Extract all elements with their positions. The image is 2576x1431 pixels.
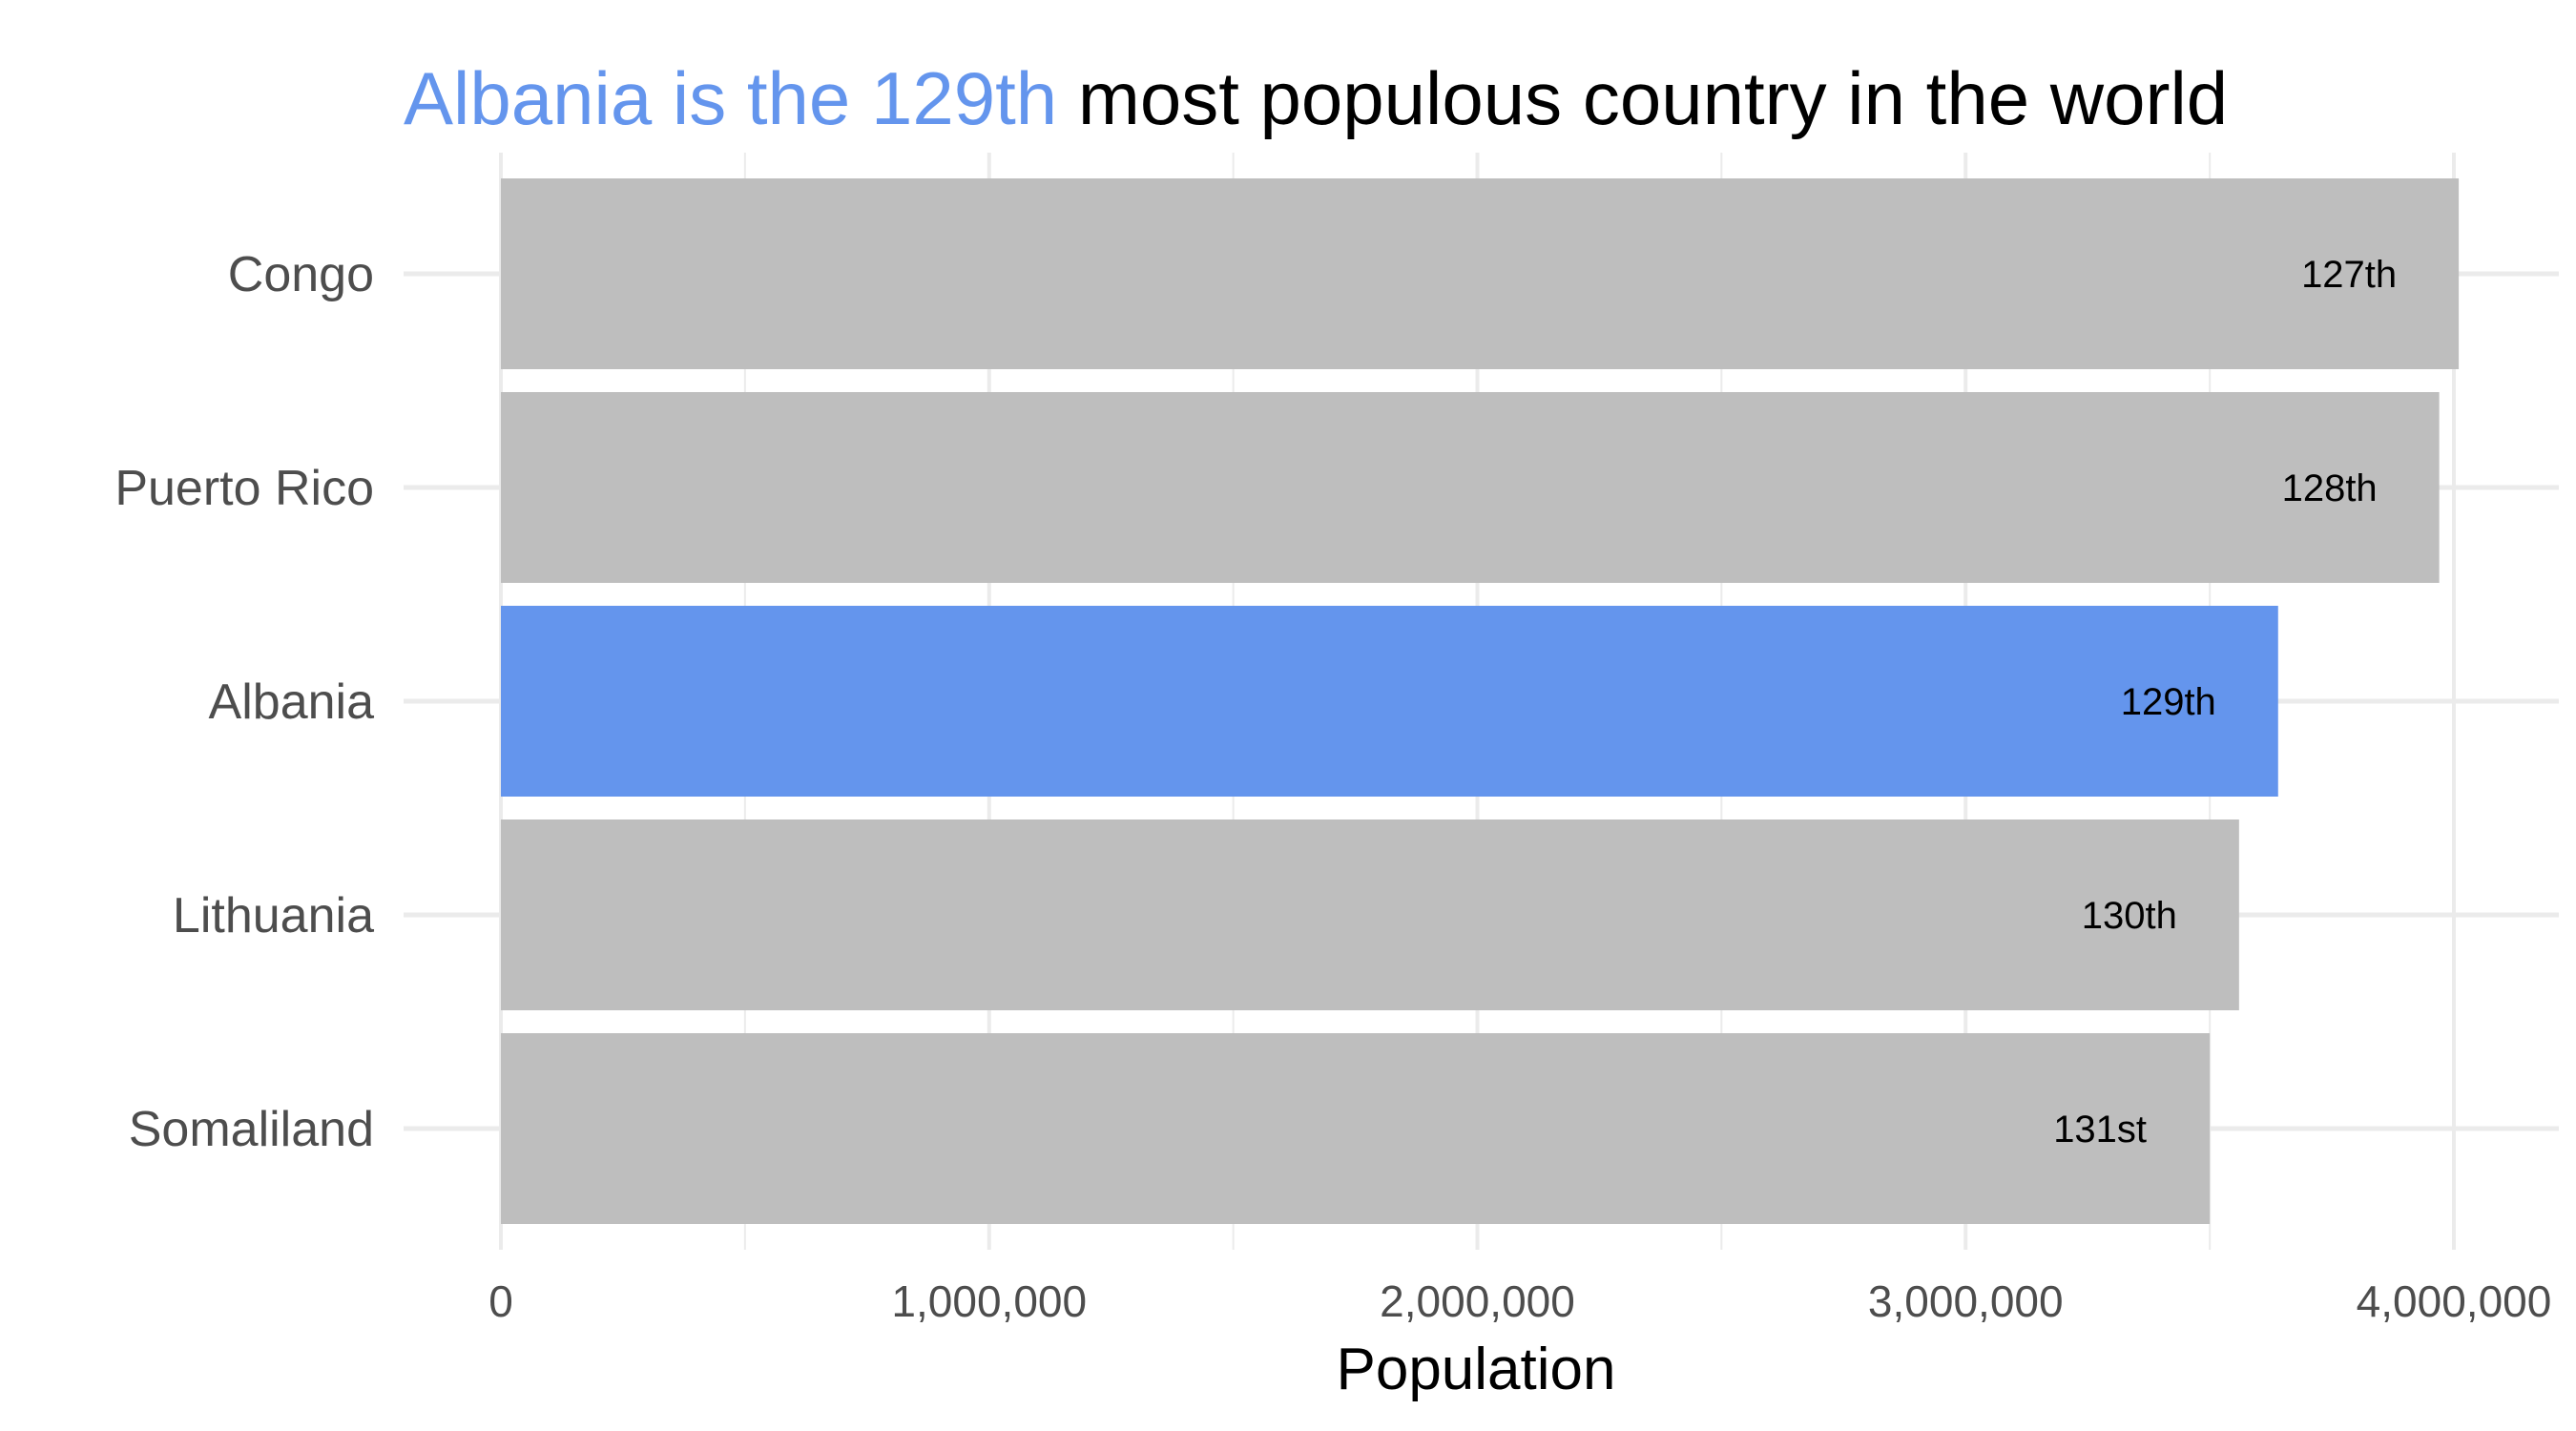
y-axis-label: Lithuania — [173, 888, 374, 944]
data-label: 131st — [2053, 1109, 2147, 1151]
chart-title-highlight: Albania is the 129th — [404, 56, 1057, 140]
bar-congo — [501, 178, 2460, 369]
x-tick-label: 2,000,000 — [1380, 1276, 1575, 1326]
data-label: 130th — [2082, 895, 2177, 937]
data-labels: 127th 128th 129th 130th 131st — [2053, 254, 2397, 1151]
y-axis-label: Somaliland — [129, 1102, 374, 1157]
y-axis-labels: Congo Puerto Rico Albania Lithuania Somalila… — [114, 247, 374, 1157]
x-tick-label: 0 — [488, 1276, 513, 1326]
bar-lithuania — [501, 819, 2239, 1010]
x-tick-label: 4,000,000 — [2357, 1276, 2552, 1326]
chart-title: Albania is the 129th most populous count… — [404, 56, 2228, 140]
bar-puerto-rico — [501, 392, 2440, 583]
x-tick-label: 3,000,000 — [1868, 1276, 2064, 1326]
y-axis-label: Albania — [209, 674, 375, 730]
data-label: 129th — [2121, 681, 2216, 723]
data-label: 128th — [2282, 467, 2378, 509]
data-label: 127th — [2301, 254, 2397, 296]
bar-somaliland — [501, 1033, 2211, 1224]
x-axis-title: Population — [1336, 1337, 1615, 1402]
y-axis-label: Congo — [228, 247, 374, 302]
bar-albania — [501, 606, 2278, 797]
x-tick-label: 1,000,000 — [891, 1276, 1087, 1326]
bars — [501, 178, 2460, 1224]
chart-title-rest: most populous country in the world — [1057, 56, 2228, 140]
x-axis-ticks: 0 1,000,000 2,000,000 3,000,000 4,000,000 — [488, 1276, 2551, 1326]
y-axis-label: Puerto Rico — [114, 461, 374, 516]
